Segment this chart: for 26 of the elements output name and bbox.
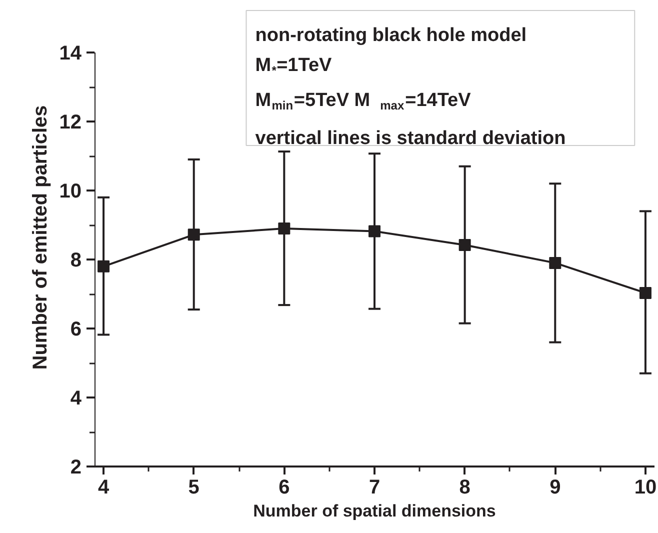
y-tick-label: 14	[59, 42, 82, 64]
x-tick-label: 4	[98, 476, 110, 498]
point	[549, 256, 562, 269]
point	[639, 286, 652, 299]
y-tick-label: 2	[70, 456, 82, 478]
annotation: vertical lines is standard deviation	[255, 128, 566, 149]
x-tick-label: 10	[634, 476, 657, 498]
point	[368, 225, 380, 238]
y-axis-title: Number of emitted particles	[29, 105, 52, 370]
x-tick-label: 9	[550, 476, 561, 498]
annotation: M*=1TeV	[255, 55, 332, 78]
y-tick-label: 8	[70, 250, 82, 272]
text: non-rotating black hole model	[255, 25, 527, 46]
x-tick-label: 8	[459, 476, 470, 498]
point	[278, 222, 290, 234]
x-axis-title: Number of spatial dimensions	[253, 502, 496, 520]
y-tick-label: 6	[70, 318, 82, 340]
point	[188, 228, 200, 241]
y-tick-label: 12	[59, 112, 82, 134]
y-tick-label: 10	[59, 180, 82, 202]
point	[458, 239, 471, 252]
x-tick-label: 7	[368, 476, 380, 498]
x-tick-label: 6	[278, 476, 290, 498]
y-tick-label: 4	[70, 388, 82, 410]
point	[98, 260, 110, 272]
x-tick-label: 5	[188, 476, 200, 498]
